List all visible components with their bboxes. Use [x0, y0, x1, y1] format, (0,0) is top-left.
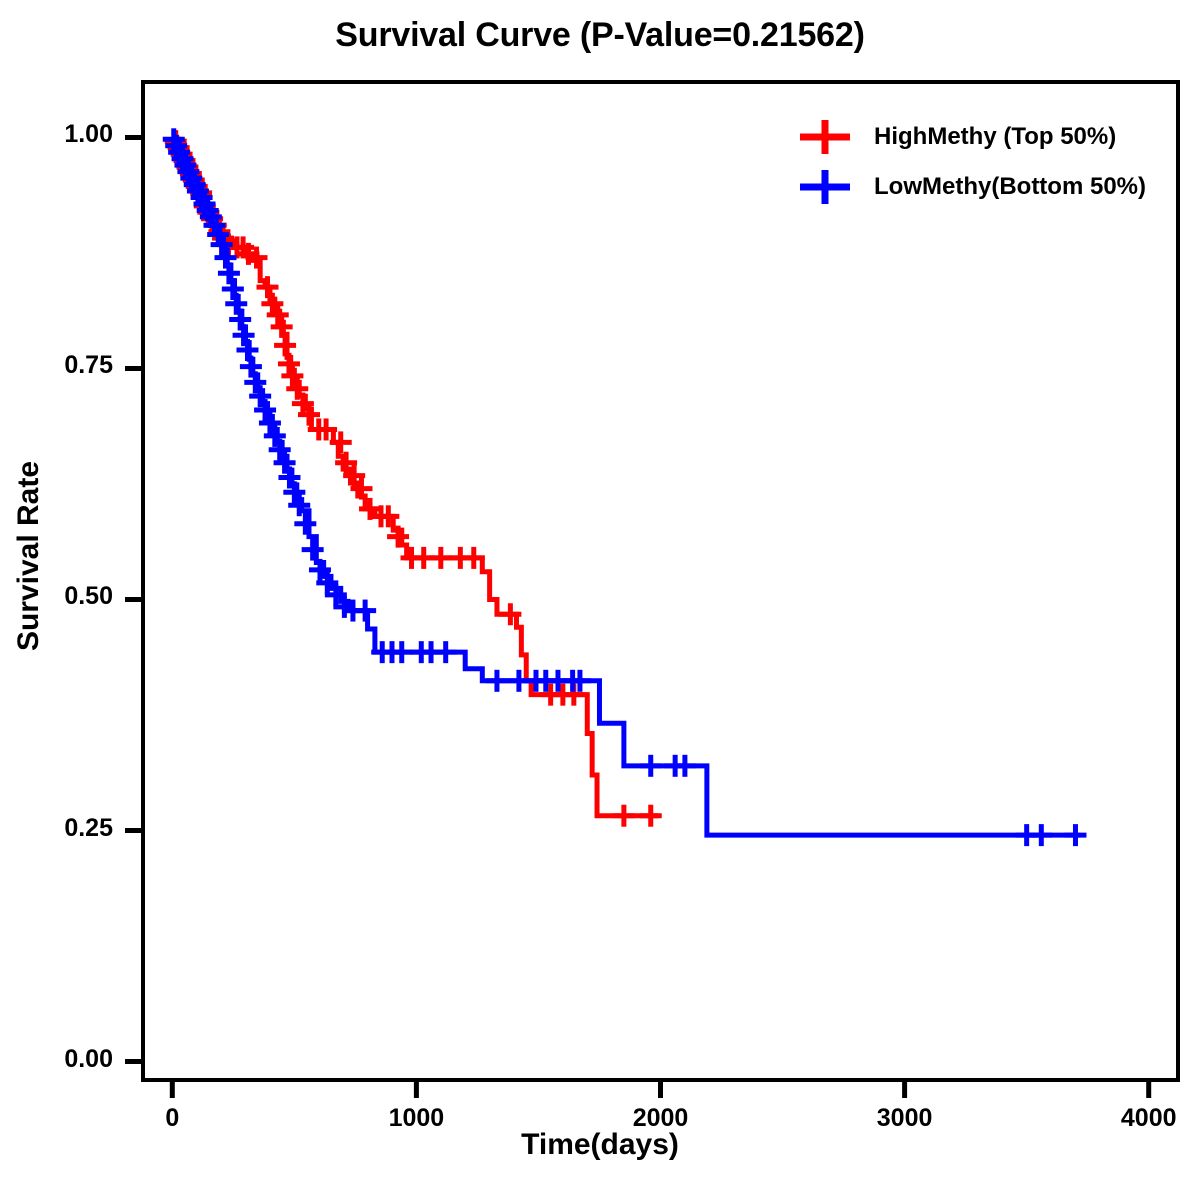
censor-tick-marker	[1030, 824, 1053, 847]
x-tick-label: 0	[165, 1104, 180, 1132]
censor-tick-marker	[236, 338, 259, 361]
legend-label-lowmethy: LowMethy(Bottom 50%)	[874, 173, 1146, 200]
page-title: Survival Curve (P-Value=0.21562)	[335, 16, 865, 54]
series-highmethy	[164, 130, 662, 827]
censor-tick-marker	[354, 599, 377, 622]
censor-tick-marker	[639, 754, 662, 777]
y-tick-label: 0.25	[64, 813, 113, 842]
censor-tick-marker	[256, 276, 279, 299]
censor-tick-marker	[258, 411, 281, 434]
censor-tick-marker	[308, 558, 331, 581]
axis-ticks	[125, 134, 1152, 1098]
censor-tick-marker	[274, 334, 297, 357]
censor-tick-marker	[245, 246, 268, 269]
censor-tick-marker	[214, 246, 237, 269]
panel-border	[141, 80, 1180, 1082]
censor-tick-marker	[329, 431, 352, 454]
x-tick-label: 1000	[388, 1104, 445, 1132]
censor-tick-marker	[281, 364, 304, 387]
censor-tick-marker	[462, 546, 485, 569]
legend-item-highmethy: HighMethy (Top 50%)	[790, 112, 1170, 162]
x-tick-label: 2000	[632, 1104, 689, 1132]
censor-tick-marker	[266, 303, 289, 326]
censor-tick-marker	[673, 754, 696, 777]
censor-tick-marker	[254, 399, 277, 422]
censor-tick-marker	[273, 451, 296, 474]
censor-tick-marker	[377, 505, 400, 528]
censor-tick-marker	[343, 464, 366, 487]
censor-tick-marker	[270, 315, 293, 338]
censor-tick-marker	[283, 481, 306, 504]
legend-label-highmethy: HighMethy (Top 50%)	[874, 123, 1117, 150]
censor-tick-marker	[263, 424, 286, 447]
x-tick-label: 4000	[1120, 1104, 1177, 1132]
censor-tick-marker	[568, 669, 591, 692]
censor-tick-marker	[335, 451, 358, 474]
y-tick-label: 1.00	[64, 120, 113, 149]
censor-tick-marker	[232, 324, 255, 347]
legend-item-lowmethy: LowMethy(Bottom 50%)	[790, 162, 1170, 212]
censor-tick-marker	[210, 233, 233, 256]
censor-tick-marker	[324, 583, 347, 606]
censor-tick-marker	[294, 512, 317, 535]
censor-tick-marker	[390, 641, 413, 664]
plus-marker-icon	[800, 120, 850, 154]
censor-tick-marker	[301, 538, 324, 561]
censor-tick-marker	[612, 804, 635, 827]
censor-tick-marker	[268, 438, 291, 461]
censor-tick-marker	[217, 262, 240, 285]
censor-tick-marker	[485, 669, 508, 692]
x-tick-label: 3000	[876, 1104, 933, 1132]
censor-tick-marker	[429, 546, 452, 569]
censor-tick-marker	[286, 377, 309, 400]
censor-tick-marker	[244, 371, 267, 394]
legend-key-lowmethy	[790, 167, 860, 207]
censor-tick-marker	[229, 308, 252, 331]
censor-tick-marker	[249, 385, 272, 408]
censor-tick-marker	[350, 477, 373, 500]
censor-tick-marker	[278, 466, 301, 489]
censor-tick-marker	[315, 418, 338, 441]
y-tick-label: 0.75	[64, 351, 113, 380]
censor-tick-marker	[297, 403, 320, 426]
censor-tick-marker	[316, 571, 339, 594]
censor-tick-marker	[239, 355, 262, 378]
censor-tick-marker	[387, 525, 410, 548]
censor-tick-marker	[221, 277, 244, 300]
legend: HighMethy (Top 50%) LowMethy(Bottom 50%)	[790, 112, 1170, 212]
censor-tick-marker	[434, 641, 457, 664]
y-tick-label: 0.00	[64, 1044, 113, 1073]
censor-tick-marker	[291, 392, 314, 415]
censor-tick-marker	[499, 603, 522, 626]
y-tick-label: 0.50	[64, 582, 113, 611]
x-axis-title: Time(days)	[521, 1128, 679, 1161]
legend-key-highmethy	[790, 117, 860, 157]
censor-tick-marker	[639, 804, 662, 827]
series-layer	[162, 128, 1087, 847]
censor-tick-marker	[225, 292, 248, 315]
censor-tick-marker	[288, 494, 311, 517]
censor-tick-marker	[207, 223, 230, 246]
censor-tick-marker	[277, 352, 300, 375]
series-lowmethy	[162, 128, 1087, 847]
censor-tick-marker	[1064, 824, 1087, 847]
plus-marker-icon	[800, 170, 850, 204]
censor-tick-marker	[261, 292, 284, 315]
